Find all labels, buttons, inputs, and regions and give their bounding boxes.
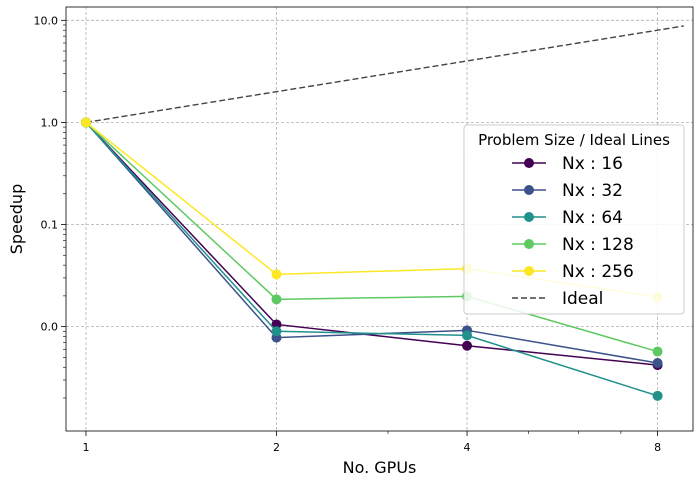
- legend: Problem Size / Ideal Lines Nx : 16 Nx : 3…: [463, 124, 685, 315]
- legend-label: Ideal: [562, 289, 603, 309]
- series-line: [85, 121, 658, 397]
- x-tick-label: 8: [654, 441, 661, 454]
- ideal-line-group: [85, 25, 684, 124]
- data-point: [652, 358, 663, 369]
- legend-entry: Nx : 32: [512, 181, 623, 201]
- plot-frame: [65, 6, 694, 432]
- data-point: [271, 326, 282, 337]
- series-line: [85, 121, 658, 366]
- x-axis-label: No. GPUs: [343, 458, 417, 477]
- legend-label: Nx : 128: [562, 235, 634, 255]
- x-tick-label: 2: [273, 441, 280, 454]
- data-point: [652, 390, 663, 401]
- series-line: [85, 121, 658, 353]
- y-tick-label: 1.0: [41, 116, 59, 129]
- legend-entry: Nx : 128: [512, 235, 634, 255]
- data-point: [271, 319, 282, 330]
- legend-entry: Nx : 16: [512, 154, 623, 174]
- legend-marker: [524, 239, 534, 249]
- legend-marker: [524, 158, 534, 168]
- x-tick-label: 1: [82, 441, 89, 454]
- legend-label: Nx : 32: [562, 181, 623, 201]
- legend-marker: [524, 185, 534, 195]
- y-axis: 0.0 0.1 1.0 10.0: [34, 14, 66, 399]
- legend-items: Nx : 16 Nx : 32 Nx : 64 Nx : 128 Nx : 256 Ide…: [512, 154, 634, 309]
- legend-entry: Nx : 256: [512, 262, 634, 282]
- legend-box: [463, 124, 685, 315]
- legend-title: Problem Size / Ideal Lines: [478, 131, 670, 149]
- legend-marker: [524, 212, 534, 222]
- ideal-line: [85, 25, 684, 124]
- data-point: [462, 340, 473, 351]
- data-point: [462, 330, 473, 341]
- data-point: [652, 346, 663, 357]
- y-tick-label: 0.0: [41, 321, 59, 334]
- legend-label: Nx : 16: [562, 154, 623, 174]
- x-axis: 1 2 4 8: [82, 431, 661, 454]
- y-tick-label: 10.0: [34, 14, 59, 27]
- series-group: [80, 117, 663, 401]
- legend-marker: [524, 266, 534, 276]
- legend-entry: Ideal: [512, 289, 603, 309]
- legend-label: Nx : 64: [562, 208, 623, 228]
- data-point: [271, 269, 282, 280]
- y-axis-label: Speedup: [7, 184, 26, 254]
- legend-entry: Nx : 64: [512, 208, 623, 228]
- x-tick-label: 4: [464, 441, 471, 454]
- y-tick-label: 0.1: [41, 219, 59, 232]
- data-point: [80, 117, 91, 128]
- legend-label: Nx : 256: [562, 262, 634, 282]
- data-point: [271, 294, 282, 305]
